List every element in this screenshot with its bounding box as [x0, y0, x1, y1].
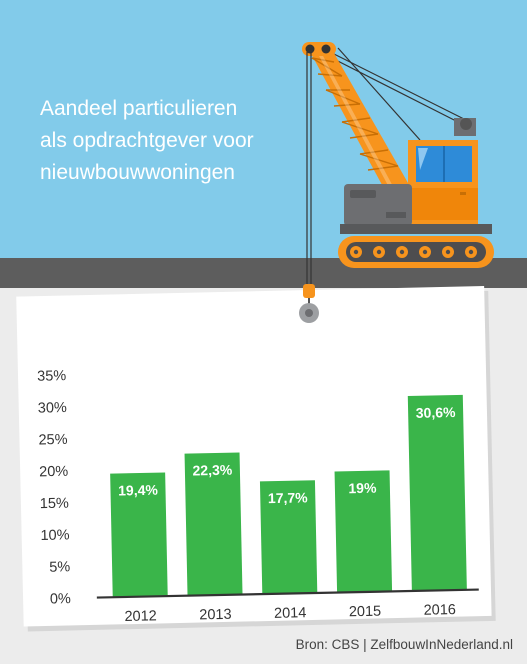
- bar-value-label: 19,4%: [118, 482, 159, 499]
- y-tick-label: 15%: [40, 496, 69, 513]
- title-line-2: als opdrachtgever voor: [40, 129, 254, 152]
- bar-value-label: 19%: [348, 480, 377, 497]
- x-tick-label: 2016: [423, 602, 456, 619]
- y-tick-label: 25%: [38, 432, 67, 449]
- y-tick-label: 30%: [38, 400, 67, 417]
- y-tick-label: 35%: [37, 368, 66, 385]
- bar-value-label: 30,6%: [416, 404, 457, 421]
- x-tick-label: 2013: [199, 607, 232, 624]
- title-line-3: nieuwbouwwoningen: [40, 161, 235, 184]
- y-tick-label: 0%: [50, 591, 71, 607]
- bar-value-label: 22,3%: [192, 462, 233, 479]
- source-credit: Bron: CBS | ZelfbouwInNederland.nl: [295, 637, 513, 652]
- bar: [259, 480, 318, 595]
- bar: [334, 470, 393, 593]
- bar: [407, 394, 467, 591]
- y-tick-label: 5%: [49, 559, 70, 575]
- crane-hook-icon: [299, 284, 319, 323]
- bar-value-label: 17,7%: [268, 489, 309, 506]
- x-tick-label: 2012: [124, 608, 157, 625]
- page-title: Aandeel particulieren als opdrachtgever …: [40, 93, 300, 189]
- bar: [110, 472, 168, 598]
- title-line-1: Aandeel particulieren: [40, 97, 238, 120]
- y-tick-label: 10%: [40, 527, 69, 544]
- y-tick-label: 20%: [39, 464, 68, 481]
- x-tick-label: 2015: [349, 604, 382, 621]
- bar-chart: 0% 5% 10% 15% 20% 25% 30% 35% 19,4% 2012 22,3% 2013…: [37, 368, 479, 625]
- x-tick-label: 2014: [274, 605, 307, 622]
- bar: [184, 452, 243, 596]
- x-axis-line: [96, 588, 479, 599]
